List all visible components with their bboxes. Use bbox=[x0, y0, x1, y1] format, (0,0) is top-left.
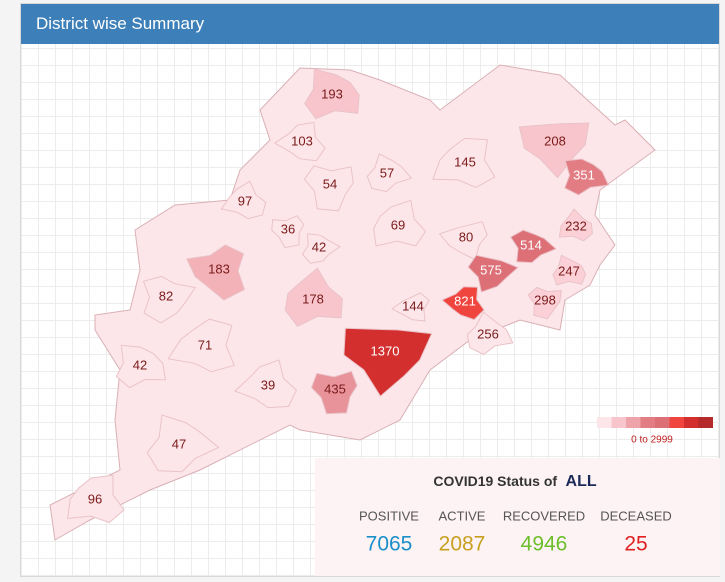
district bbox=[441, 286, 485, 321]
district-value: 39 bbox=[261, 377, 275, 392]
district-value: 57 bbox=[380, 165, 394, 180]
district-value: 71 bbox=[198, 337, 212, 352]
legend-swatch bbox=[640, 417, 655, 428]
legend-label: 0 to 2999 bbox=[631, 435, 673, 446]
stat-value: 4946 bbox=[521, 533, 568, 556]
district bbox=[564, 158, 610, 196]
district bbox=[366, 153, 413, 193]
district-value: 47 bbox=[172, 436, 186, 451]
district-value: 1370 bbox=[371, 343, 400, 358]
district-value: 36 bbox=[281, 221, 295, 236]
stats: POSITIVE 7065 ACTIVE 2087 RECOVERED 4946 DECEA… bbox=[359, 508, 672, 555]
legend-swatch bbox=[698, 417, 713, 428]
district bbox=[432, 137, 496, 188]
district-value: 435 bbox=[324, 381, 346, 396]
legend-swatch bbox=[597, 417, 612, 428]
legend-swatch bbox=[669, 417, 684, 428]
district bbox=[527, 286, 562, 320]
district-value: 183 bbox=[208, 261, 230, 276]
district bbox=[304, 68, 360, 120]
district-value: 256 bbox=[477, 326, 499, 341]
stat-value: 2087 bbox=[439, 533, 486, 556]
district bbox=[466, 311, 514, 356]
district bbox=[284, 267, 343, 327]
district-value: 69 bbox=[391, 217, 405, 232]
district-value: 144 bbox=[402, 298, 424, 313]
district bbox=[467, 254, 519, 293]
district bbox=[220, 180, 267, 220]
district-value: 103 bbox=[291, 133, 313, 148]
status-title: COVID19 Status of bbox=[433, 473, 557, 489]
district-value: 193 bbox=[321, 86, 343, 101]
district-value: 575 bbox=[480, 262, 502, 277]
district bbox=[310, 370, 358, 415]
status-box bbox=[315, 458, 720, 576]
district-value: 178 bbox=[302, 291, 324, 306]
stat-label: DECEASED bbox=[600, 508, 672, 523]
district-value: 42 bbox=[133, 357, 147, 372]
state-outline bbox=[49, 64, 656, 541]
district-value: 232 bbox=[565, 218, 587, 233]
district bbox=[373, 199, 427, 247]
district bbox=[146, 414, 220, 473]
district bbox=[558, 208, 593, 242]
district-value: 821 bbox=[454, 293, 476, 308]
legend bbox=[597, 417, 713, 428]
district bbox=[273, 121, 326, 162]
district bbox=[186, 244, 246, 301]
district bbox=[142, 275, 197, 324]
district-value: 96 bbox=[88, 491, 102, 506]
district bbox=[552, 254, 587, 286]
district bbox=[234, 359, 298, 409]
district bbox=[391, 292, 430, 322]
district-value: 514 bbox=[520, 237, 542, 252]
district-value: 298 bbox=[534, 292, 556, 307]
stat-value: 7065 bbox=[366, 533, 413, 556]
district bbox=[115, 344, 167, 389]
stat-label: ACTIVE bbox=[439, 508, 486, 523]
district-value: 351 bbox=[573, 167, 595, 182]
legend-swatch bbox=[684, 417, 699, 428]
status-scope: ALL bbox=[566, 473, 597, 490]
district bbox=[301, 233, 341, 264]
legend-swatch bbox=[611, 417, 626, 428]
district bbox=[509, 229, 557, 264]
stat-value: 25 bbox=[624, 533, 647, 556]
district-value: 82 bbox=[159, 288, 173, 303]
stat-label: RECOVERED bbox=[503, 508, 585, 523]
district bbox=[271, 215, 305, 249]
district-value: 54 bbox=[323, 176, 337, 191]
district bbox=[343, 327, 433, 397]
district bbox=[438, 221, 488, 261]
district-value: 42 bbox=[312, 239, 326, 254]
panel-header: District wise Summary bbox=[21, 4, 719, 44]
district bbox=[303, 165, 354, 212]
header-title: District wise Summary bbox=[36, 14, 205, 33]
district bbox=[167, 318, 235, 373]
district-value: 145 bbox=[454, 154, 476, 169]
district-value: 97 bbox=[238, 193, 252, 208]
status-heading: COVID19 Status of ALL bbox=[433, 473, 596, 491]
district-value: 247 bbox=[558, 263, 580, 278]
legend-swatch bbox=[626, 417, 641, 428]
districts: 193 103 54 57 145 208 351 97 36 42 69 80 514 232 183 82… bbox=[67, 68, 610, 524]
district-value: 208 bbox=[544, 133, 566, 148]
district bbox=[67, 474, 125, 524]
legend-swatch bbox=[655, 417, 670, 428]
district bbox=[518, 122, 590, 179]
district-value: 80 bbox=[459, 229, 473, 244]
stat-label: POSITIVE bbox=[359, 508, 419, 523]
